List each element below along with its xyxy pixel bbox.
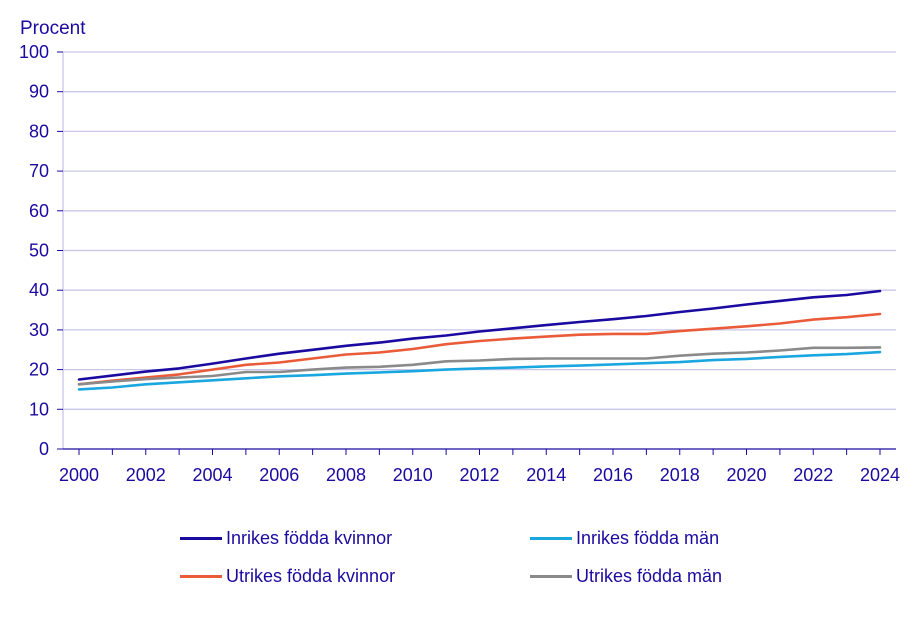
x-tick-label: 2012: [459, 465, 499, 485]
x-tick-label: 2004: [192, 465, 232, 485]
x-tick-label: 2002: [126, 465, 166, 485]
y-tick-label: 0: [39, 439, 49, 459]
x-axis-ticks: 2000 2002 2004 2006 2008 2010 2012 2014 2016 2018…: [59, 449, 900, 485]
series-line-1: [77, 350, 882, 391]
y-tick-label: 70: [29, 161, 49, 181]
series-line-2: [77, 312, 882, 386]
x-tick-label: 2020: [726, 465, 766, 485]
y-tick-label: 60: [29, 201, 49, 221]
x-tick-label: 2018: [660, 465, 700, 485]
y-tick-label: 30: [29, 320, 49, 340]
y-tick-label: 20: [29, 360, 49, 380]
x-tick-label: 2024: [860, 465, 900, 485]
y-tick-label: 10: [29, 399, 49, 419]
x-tick-label: 2006: [259, 465, 299, 485]
y-tick-label: 90: [29, 82, 49, 102]
grid-lines: [63, 51, 896, 410]
y-axis-label: Procent: [20, 18, 86, 39]
x-tick-label: 2016: [593, 465, 633, 485]
x-tick-label: 2022: [793, 465, 833, 485]
x-tick-label: 2010: [393, 465, 433, 485]
series-line-0: [77, 289, 882, 381]
series-group: [77, 289, 882, 391]
y-axis-ticks: 0 10 20 30 40 50 60 70 80 90 100: [19, 42, 63, 459]
y-tick-label: 100: [19, 42, 49, 62]
y-tick-label: 50: [29, 241, 49, 261]
y-tick-label: 80: [29, 121, 49, 141]
y-tick-label: 40: [29, 280, 49, 300]
x-tick-label: 2008: [326, 465, 366, 485]
series-line-3: [77, 346, 882, 386]
x-tick-label: 2014: [526, 465, 566, 485]
x-tick-label: 2000: [59, 465, 99, 485]
